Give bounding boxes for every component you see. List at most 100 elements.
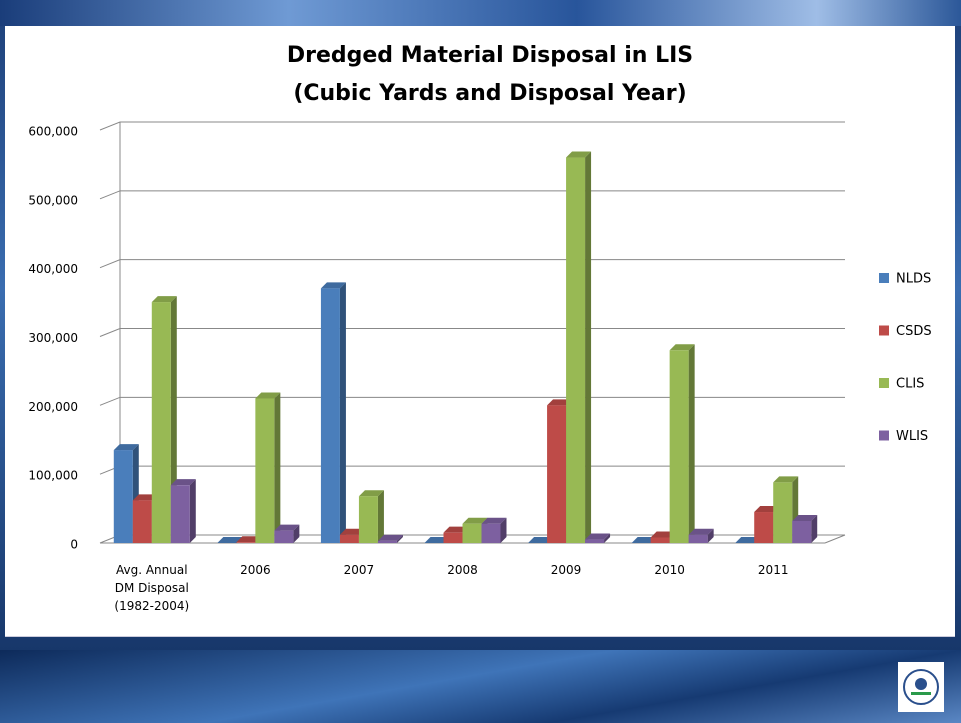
bar-side (688, 344, 695, 543)
bar-side (500, 517, 507, 543)
legend-swatch (879, 378, 889, 388)
bar (443, 532, 463, 543)
bar-top (132, 494, 158, 501)
bar (754, 512, 774, 543)
bar-top (358, 490, 384, 497)
logo-mark (911, 692, 931, 695)
bar-top (320, 282, 346, 289)
bar (688, 534, 708, 543)
bar-top (528, 537, 554, 543)
y-tick-label: 0 (70, 538, 78, 552)
bar (236, 542, 256, 543)
bar-top (754, 506, 780, 513)
bar-top (424, 537, 450, 543)
bar (358, 496, 378, 543)
x-tick-label: 2011 (757, 563, 789, 577)
bar-top (274, 524, 300, 531)
bar-side (377, 490, 384, 543)
bar-top (566, 151, 592, 158)
bar (481, 523, 501, 543)
x-tick-label: 2010 (654, 563, 685, 577)
y-tick-label: 600,000 (28, 125, 78, 139)
bar (669, 350, 689, 543)
y-tick-label: 300,000 (28, 331, 78, 345)
legend-label: NLDS (896, 272, 931, 287)
bar (585, 539, 605, 543)
y-tick-label: 100,000 (28, 469, 78, 483)
bar-top (462, 517, 488, 524)
bar-top (151, 296, 177, 303)
bar-side (585, 151, 592, 544)
bar-side (396, 534, 403, 543)
bar-top (585, 533, 611, 540)
bar-top (113, 444, 139, 451)
bar-side (293, 524, 300, 543)
footer-band (0, 650, 961, 723)
bar-top (792, 514, 818, 521)
bar (170, 485, 190, 543)
x-tick-label: 2009 (550, 563, 582, 577)
bar-top (481, 517, 507, 524)
grid-line (99, 465, 845, 475)
bar-top (669, 344, 695, 351)
bar-side (707, 528, 714, 543)
bar (113, 450, 133, 543)
grid-line (99, 328, 845, 337)
grid-line (99, 396, 845, 406)
bar-top (170, 479, 196, 486)
bar-top (631, 537, 657, 543)
bar (773, 482, 793, 543)
floor-edge (824, 534, 846, 544)
bar-top (339, 528, 365, 535)
bar (462, 523, 482, 543)
y-tick-label: 200,000 (28, 400, 78, 414)
grid-line (99, 121, 845, 131)
bar-top (773, 476, 799, 483)
chart-title: Dredged Material Disposal in LIS (287, 43, 693, 68)
bar-top (236, 536, 262, 543)
x-tick-label: Avg. Annual DM Disposal (1982-2004) (114, 563, 190, 613)
bar-side (604, 533, 611, 543)
bar-side (339, 282, 346, 543)
bar (547, 405, 567, 543)
bar (274, 530, 294, 543)
bar (566, 157, 586, 544)
chart-subtitle: (Cubic Yards and Disposal Year) (293, 81, 686, 106)
bar-side (189, 479, 196, 543)
legend-swatch (879, 325, 889, 336)
logo (898, 662, 944, 712)
y-tick-label: 500,000 (28, 193, 78, 207)
bar (151, 302, 171, 543)
header-band (0, 0, 961, 26)
bar-top (255, 392, 281, 399)
legend-label: WLIS (896, 429, 928, 444)
legend-label: CSDS (896, 324, 932, 339)
bar (255, 398, 275, 543)
bar-side (811, 514, 818, 543)
x-tick-label: 2008 (447, 563, 478, 577)
bar (320, 288, 340, 543)
bar (650, 537, 670, 543)
bar (792, 520, 812, 543)
legend-swatch (879, 273, 889, 283)
bar-top (217, 537, 243, 543)
x-tick-label: 2007 (343, 563, 375, 577)
x-tick-label: 2006 (240, 563, 271, 577)
logo-mark (915, 678, 927, 690)
bar-top (443, 526, 469, 533)
bar-top (735, 537, 761, 543)
bar-top (377, 534, 403, 541)
legend-label: CLIS (896, 377, 924, 392)
y-tick-label: 400,000 (28, 262, 78, 276)
bar-top (650, 531, 676, 538)
grid-line (99, 259, 845, 269)
legend-swatch (879, 430, 889, 441)
bar (132, 500, 152, 543)
bar (377, 540, 397, 543)
bar (339, 534, 359, 543)
bar-top (688, 528, 714, 535)
bar-side (274, 392, 281, 543)
bar-top (547, 399, 573, 406)
